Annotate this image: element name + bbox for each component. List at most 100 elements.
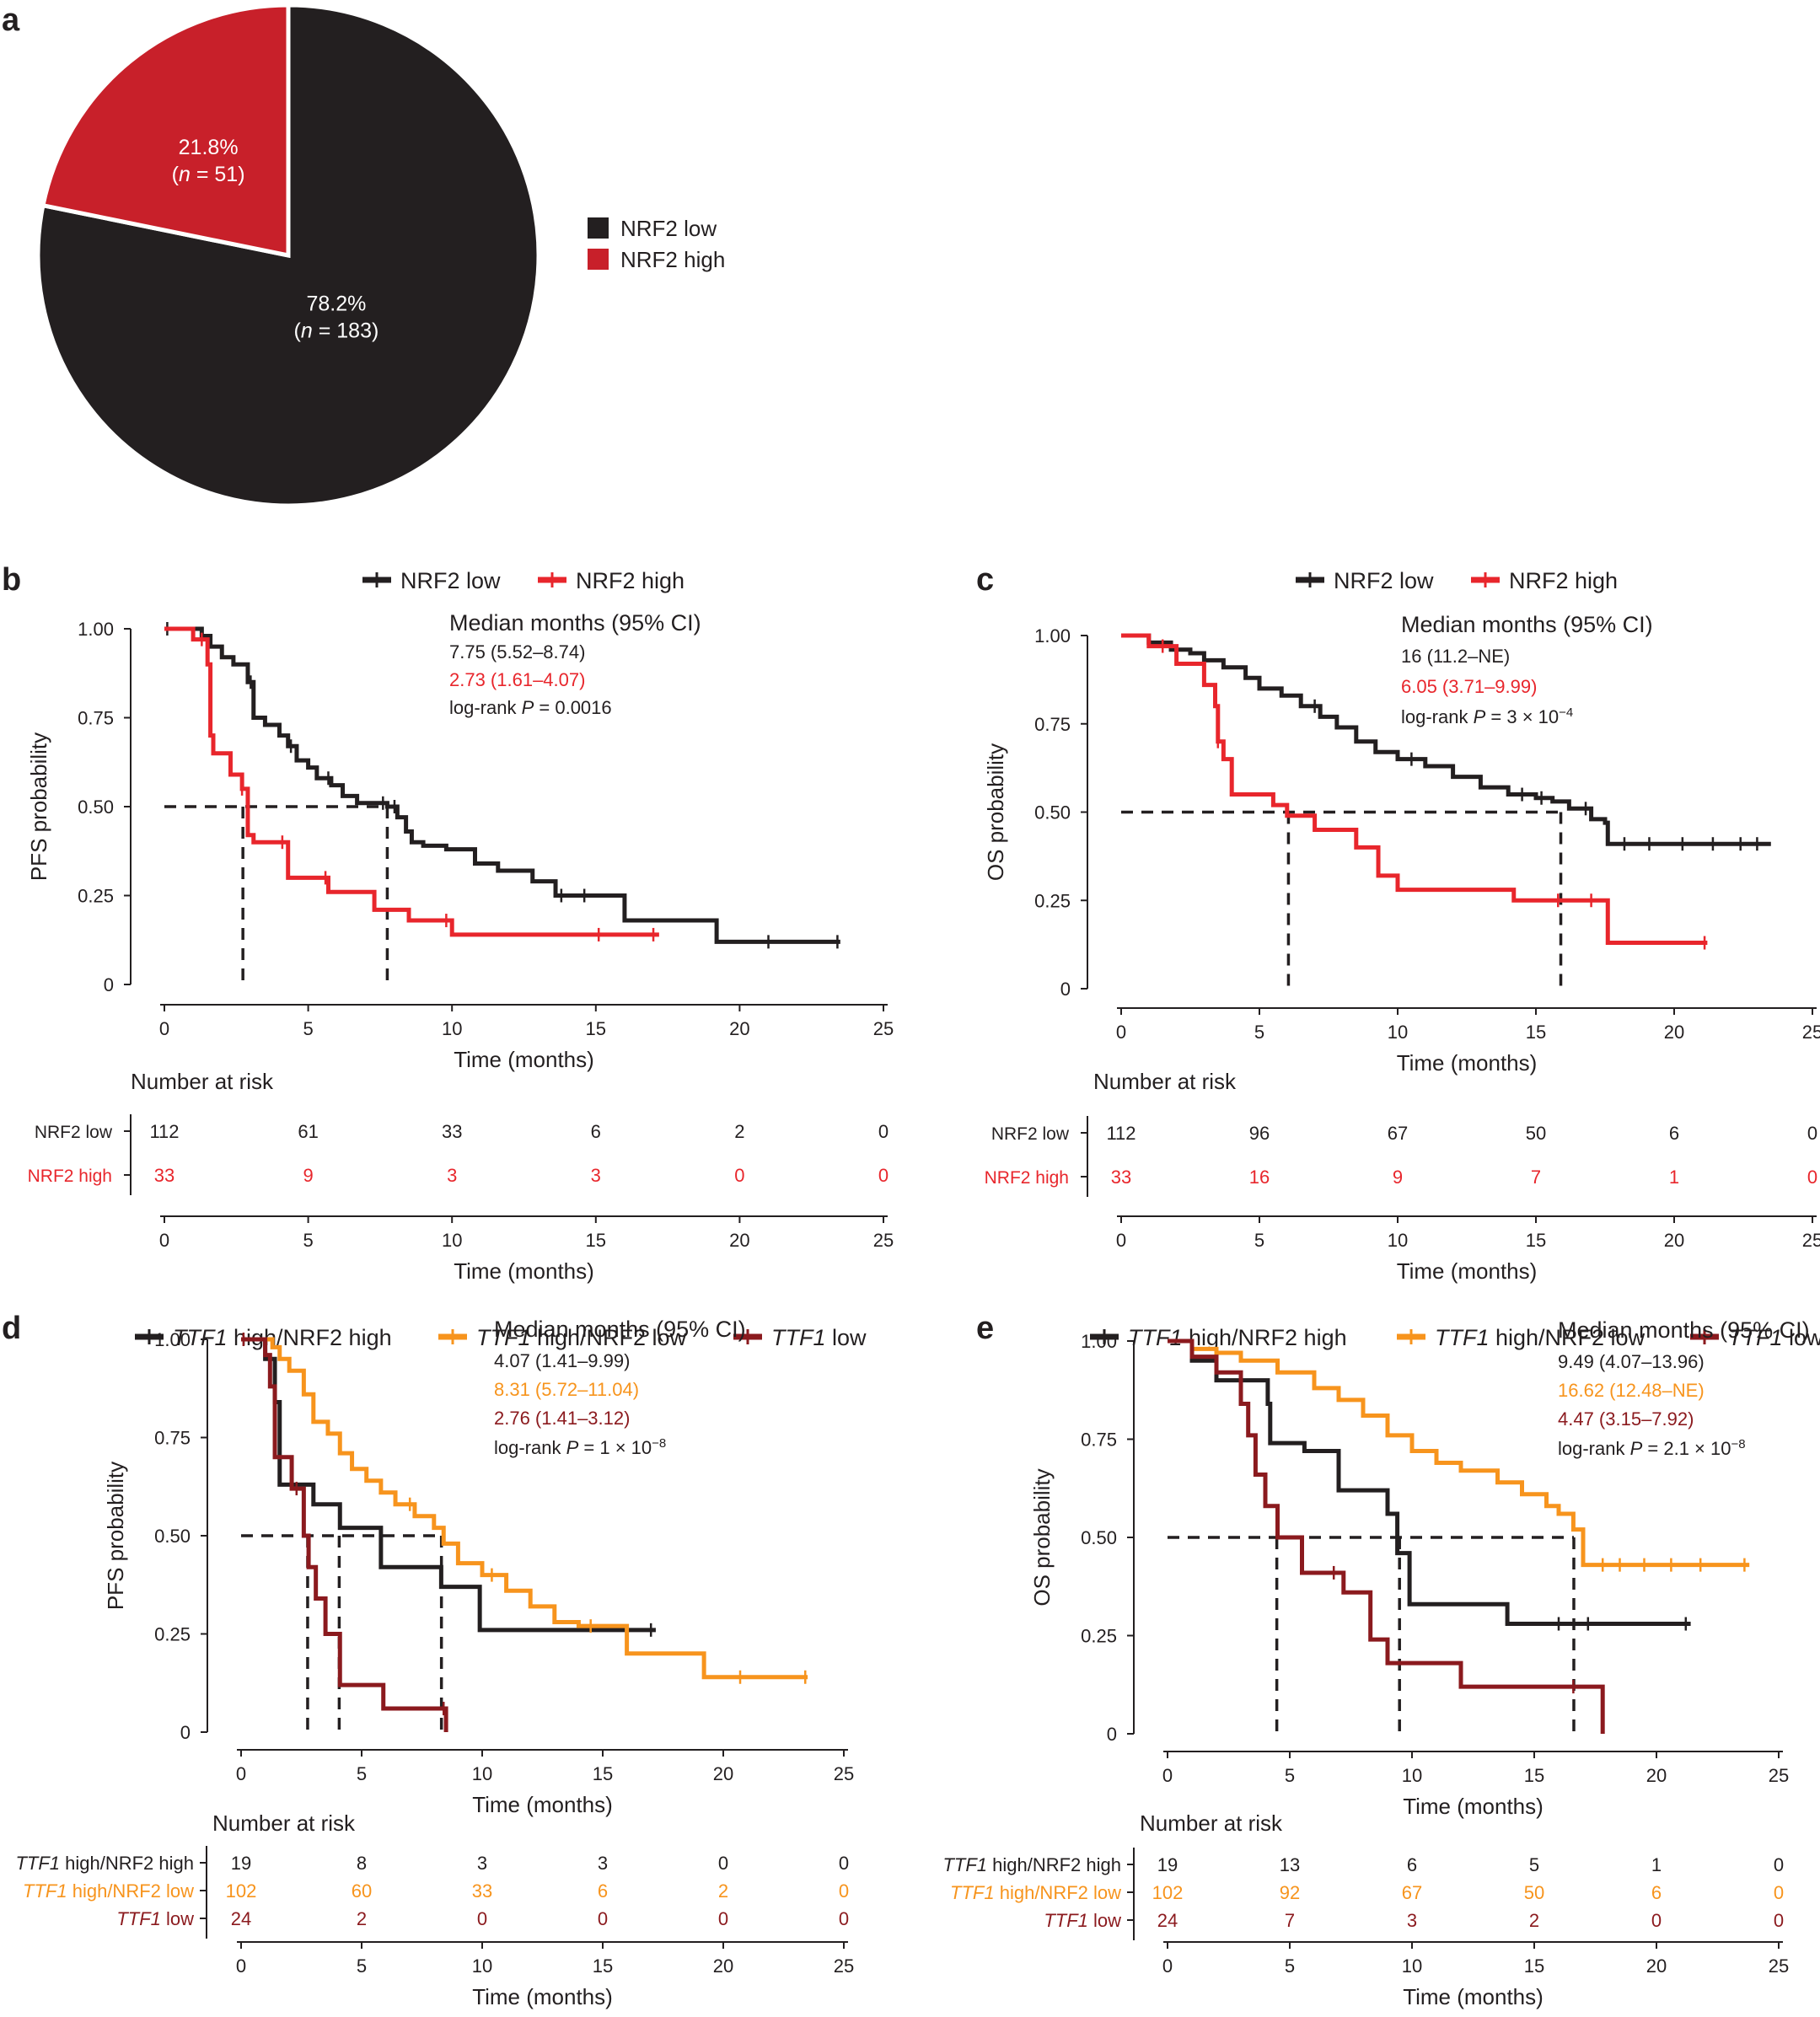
risk-x-tick-label: 20 [729,1230,749,1251]
risk-value: 33 [472,1880,492,1902]
risk-row-label: TTF1 high/NRF2 high [942,1854,1121,1875]
legend-label: TTF1 low [771,1325,867,1350]
risk-x-tick-label: 0 [236,1955,246,1977]
y-tick-label: 0.75 [78,708,114,729]
x-tick-label: 5 [1254,1022,1264,1043]
risk-value: 0 [477,1908,487,1929]
stats-header: Median months (95% CI) [1401,612,1653,637]
panel-letter-a: a [2,3,20,38]
km-panel-b: NRF2 low NRF2 high Median months (95% CI) 7… [26,568,894,1284]
risk-x-tick-label: 25 [1769,1955,1789,1977]
risk-row-label: NRF2 high [985,1168,1069,1188]
risk-value: 6 [1651,1882,1662,1903]
pie-legend: NRF2 low NRF2 high [588,216,725,272]
risk-value: 0 [839,1853,849,1874]
risk-row-label: TTF1 high/NRF2 low [23,1880,194,1902]
risk-value: 0 [598,1908,608,1929]
survival-curve [1121,633,1708,946]
x-axis: 0 5 10 15 20 25 Time (months) [236,1749,854,1817]
risk-row-label: NRF2 high [28,1167,112,1186]
risk-value: 2 [734,1121,744,1142]
y-axis-label: OS probability [1029,1468,1055,1606]
risk-value: 0 [718,1853,728,1874]
y-tick-label: 0.25 [78,886,114,907]
legend-swatch [588,217,609,239]
legend-label: NRF2 low [1334,568,1434,593]
risk-value: 92 [1280,1882,1300,1903]
risk-value: 33 [442,1121,462,1142]
stats-line: log-rank P = 1 × 10−8 [494,1436,666,1459]
y-tick-label: 0 [1107,1724,1117,1745]
y-tick-label: 0.50 [1081,1527,1117,1548]
risk-value: 3 [591,1165,601,1186]
y-tick-label: 1.00 [1034,625,1071,646]
risk-value: 19 [1157,1854,1178,1875]
risk-value: 3 [1407,1910,1417,1931]
risk-value: 0 [718,1908,728,1929]
risk-x-tick-label: 0 [1162,1955,1173,1977]
y-tick-label: 0.75 [154,1428,191,1449]
risk-value: 102 [1152,1882,1184,1903]
risk-value: 7 [1285,1910,1295,1931]
survival-curve [1168,1338,1750,1568]
risk-table-title: Number at risk [1140,1810,1283,1836]
y-tick-label: 1.00 [78,619,114,640]
risk-value: 0 [1807,1123,1817,1144]
risk-x-tick-label: 25 [873,1230,894,1251]
risk-value: 33 [154,1165,174,1186]
y-tick-label: 0.25 [1034,890,1071,911]
stats-line: 4.47 (3.15–7.92) [1558,1408,1694,1430]
risk-row-label: TTF1 high/NRF2 high [15,1853,194,1874]
series-nrf2-high [164,626,659,941]
risk-value: 102 [226,1880,257,1902]
x-tick-label: 0 [159,1018,169,1039]
risk-x-tick-label: 15 [586,1230,606,1251]
panel-letter-e: e [976,1311,994,1346]
risk-value: 8 [357,1853,367,1874]
risk-x-axis-label: Time (months) [1397,1258,1538,1284]
risk-x-tick-label: 5 [1254,1230,1264,1251]
stats-line: 16.62 (12.48–NE) [1558,1380,1705,1401]
x-tick-label: 10 [442,1018,462,1039]
y-tick-label: 0.75 [1034,714,1071,735]
risk-x-tick-label: 20 [1664,1230,1684,1251]
x-axis: 0 5 10 15 20 25 Time (months) [1162,1751,1789,1819]
stats-line: 9.49 (4.07–13.96) [1558,1351,1705,1372]
risk-x-tick-label: 15 [1526,1230,1546,1251]
y-axis: 0 0.25 0.50 0.75 1.00 OS probability [1029,1331,1135,1745]
median-lines [1121,810,1563,989]
risk-value: 50 [1524,1882,1544,1903]
risk-value: 0 [1774,1882,1784,1903]
x-axis: 0 5 10 15 20 25 Time (months) [1116,1007,1820,1076]
series-nrf2-low [1121,633,1771,851]
risk-row-label: TTF1 low [116,1908,194,1929]
legend-label: NRF2 high [1509,568,1618,593]
risk-value: 6 [1669,1123,1679,1144]
risk-value: 3 [598,1853,608,1874]
risk-value: 0 [1774,1910,1784,1931]
legend-label: TTF1 high/NRF2 high [173,1325,392,1350]
legend-swatch [588,249,609,270]
risk-value: 67 [1388,1123,1408,1144]
x-tick-label: 15 [1526,1022,1546,1043]
risk-value: 1 [1669,1167,1679,1188]
x-tick-label: 15 [1524,1765,1544,1786]
risk-value: 6 [598,1880,608,1902]
risk-value: 96 [1249,1123,1270,1144]
survival-curve [164,626,659,937]
x-axis-label: Time (months) [454,1047,594,1072]
risk-x-tick-label: 20 [713,1955,733,1977]
survival-curve [164,626,840,944]
y-tick-label: 0 [104,974,114,995]
stats-line: log-rank P = 0.0016 [449,697,612,718]
x-tick-label: 25 [1802,1022,1820,1043]
x-tick-label: 20 [713,1763,733,1784]
x-axis-label: Time (months) [472,1792,613,1817]
legend: NRF2 low NRF2 high [362,568,685,593]
risk-row-label: TTF1 high/NRF2 low [950,1882,1121,1903]
survival-curve [1168,1338,1605,1734]
pie-slice-nrf2-low [35,3,541,508]
x-tick-label: 0 [236,1763,246,1784]
risk-value: 6 [591,1121,601,1142]
